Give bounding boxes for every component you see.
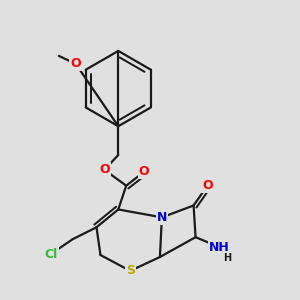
Text: N: N — [157, 211, 167, 224]
Text: O: O — [202, 179, 213, 192]
Text: H: H — [223, 253, 231, 263]
Text: S: S — [126, 264, 135, 278]
Text: O: O — [139, 165, 149, 178]
Text: O: O — [70, 57, 81, 70]
Text: O: O — [99, 163, 110, 176]
Text: Cl: Cl — [44, 248, 58, 260]
Text: NH: NH — [209, 241, 230, 254]
